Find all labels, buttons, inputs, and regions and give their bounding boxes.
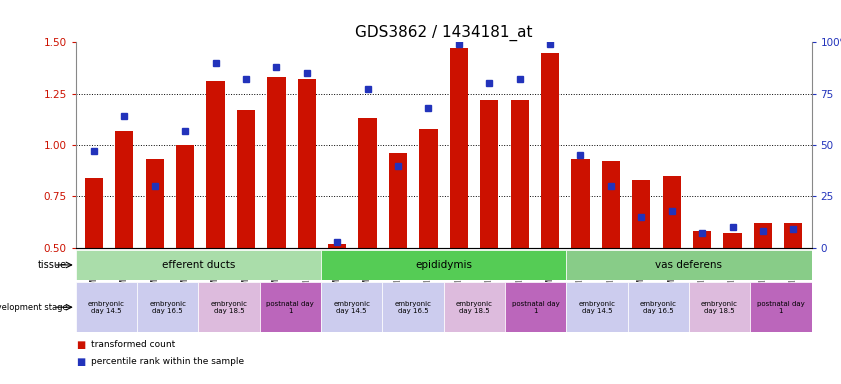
Bar [541, 53, 559, 248]
Bar [632, 180, 650, 248]
Text: embryonic
day 18.5: embryonic day 18.5 [701, 301, 738, 314]
Text: embryonic
day 14.5: embryonic day 14.5 [333, 301, 370, 314]
Bar [176, 145, 194, 248]
Text: embryonic
day 18.5: embryonic day 18.5 [210, 301, 247, 314]
Bar [420, 129, 437, 248]
Bar [358, 118, 377, 248]
Text: embryonic
day 14.5: embryonic day 14.5 [87, 301, 124, 314]
Text: embryonic
day 18.5: embryonic day 18.5 [456, 301, 493, 314]
Bar [321, 250, 566, 280]
Bar [76, 250, 321, 280]
Text: tissue: tissue [38, 260, 67, 270]
Text: postnatal day
1: postnatal day 1 [267, 301, 315, 314]
Bar [505, 282, 566, 332]
Bar [754, 223, 772, 248]
Text: embryonic
day 16.5: embryonic day 16.5 [149, 301, 186, 314]
Bar [298, 79, 316, 248]
Bar [145, 159, 164, 248]
Bar [693, 231, 711, 248]
Bar [383, 282, 444, 332]
Bar [76, 282, 137, 332]
Text: embryonic
day 16.5: embryonic day 16.5 [640, 301, 677, 314]
Title: GDS3862 / 1434181_at: GDS3862 / 1434181_at [355, 25, 532, 41]
Bar [566, 250, 812, 280]
Bar [389, 153, 407, 248]
Bar [137, 282, 198, 332]
Bar [689, 282, 750, 332]
Bar [750, 282, 812, 332]
Text: postnatal day
1: postnatal day 1 [511, 301, 559, 314]
Bar [663, 176, 681, 248]
Bar [198, 282, 260, 332]
Text: transformed count: transformed count [91, 340, 175, 349]
Bar [571, 159, 590, 248]
Bar [85, 178, 103, 248]
Text: percentile rank within the sample: percentile rank within the sample [91, 357, 244, 366]
Text: vas deferens: vas deferens [655, 260, 722, 270]
Text: efferent ducts: efferent ducts [161, 260, 235, 270]
Text: embryonic
day 14.5: embryonic day 14.5 [579, 301, 616, 314]
Bar [115, 131, 134, 248]
Bar [602, 161, 620, 248]
Bar [328, 243, 346, 248]
Bar [206, 81, 225, 248]
Text: epididymis: epididymis [415, 260, 472, 270]
Bar [723, 233, 742, 248]
Bar [566, 282, 627, 332]
Text: ■: ■ [76, 340, 85, 350]
Text: ■: ■ [76, 357, 85, 367]
Bar [627, 282, 689, 332]
Bar [784, 223, 802, 248]
Text: postnatal day
1: postnatal day 1 [757, 301, 805, 314]
Text: embryonic
day 16.5: embryonic day 16.5 [394, 301, 431, 314]
Bar [237, 110, 255, 248]
Text: development stage: development stage [0, 303, 67, 312]
Bar [480, 100, 499, 248]
Bar [450, 48, 468, 248]
Bar [260, 282, 321, 332]
Bar [444, 282, 505, 332]
Bar [510, 100, 529, 248]
Bar [267, 77, 285, 248]
Bar [321, 282, 383, 332]
